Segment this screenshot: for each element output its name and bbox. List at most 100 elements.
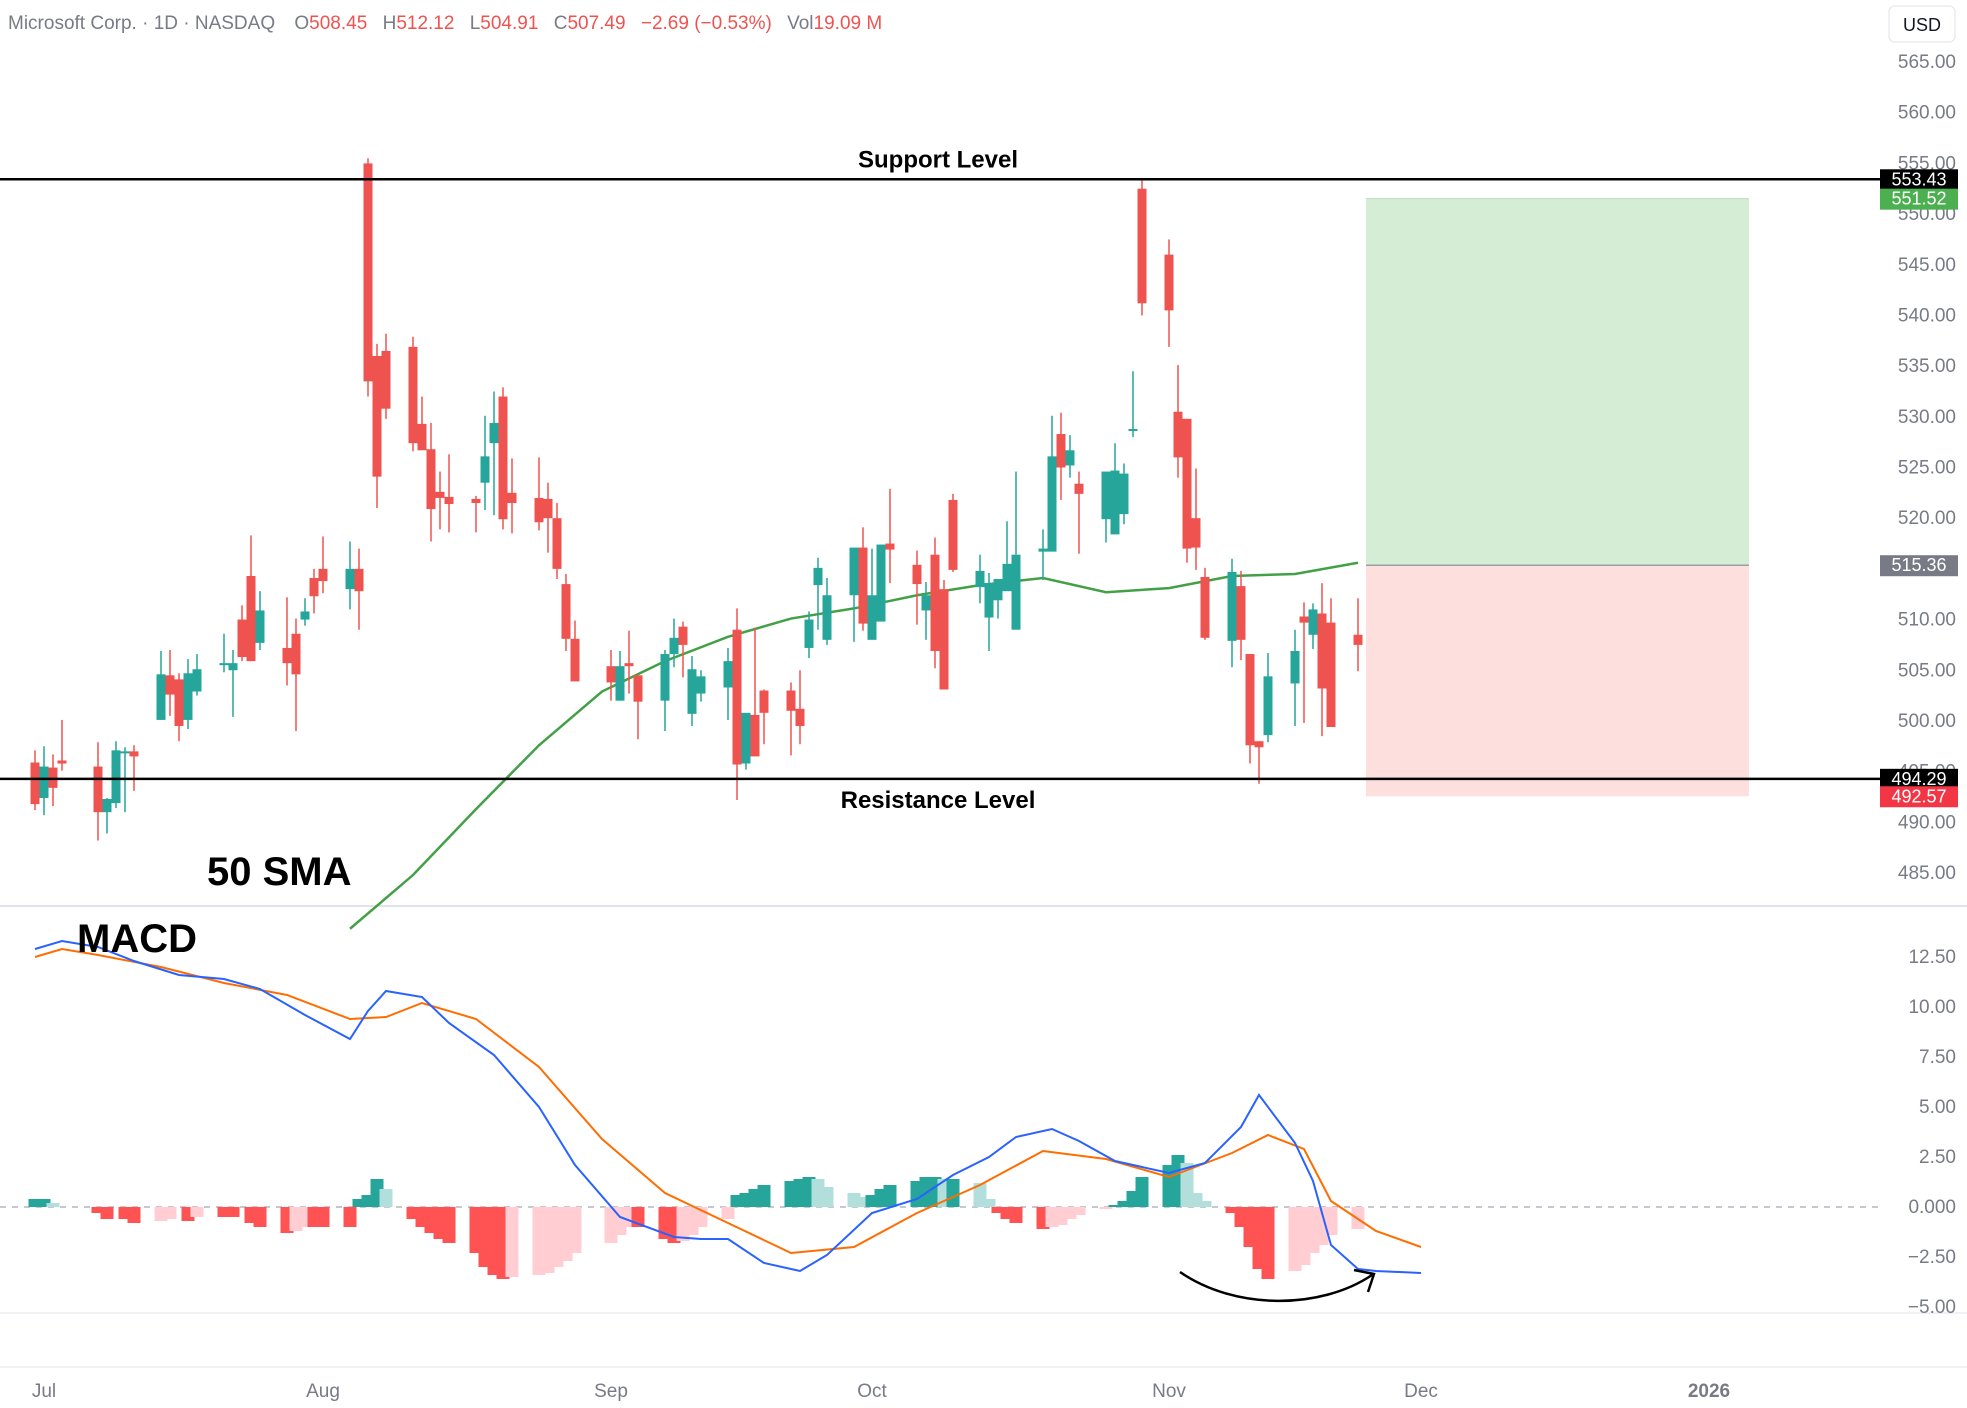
macd-axis[interactable]: 12.50 10.00 7.50 5.00 2.50 0.000 −2.50 −5.00 — [1908, 947, 1956, 1318]
candle-body — [165, 675, 175, 695]
candle-body — [237, 619, 247, 658]
macd-histogram-bar — [163, 1207, 177, 1219]
macd-histogram-bar — [217, 1207, 231, 1217]
candle-body — [633, 675, 643, 702]
candle-body — [669, 637, 679, 655]
macd-histogram-bar — [856, 1197, 870, 1207]
candle-body — [1254, 741, 1264, 748]
candle-body — [1290, 650, 1300, 684]
candles[interactable] — [30, 158, 1363, 841]
entry-price-tag: 515.36 — [1891, 555, 1946, 575]
candle-body — [786, 690, 796, 711]
price-tick-label: 510.00 — [1898, 610, 1956, 631]
candle-body — [129, 751, 139, 757]
candle-body — [1119, 473, 1129, 515]
candle-body — [1182, 418, 1192, 549]
macd-histogram-bar — [505, 1207, 519, 1277]
candle-body — [1101, 471, 1111, 520]
sma-annotation: 50 SMA — [207, 850, 352, 894]
macd-tick-label: 0.000 — [1908, 1197, 1956, 1218]
macd-histogram-bar — [316, 1207, 330, 1227]
position-zones[interactable] — [1366, 198, 1749, 797]
macd-tick-label: −2.50 — [1908, 1247, 1956, 1268]
price-tick-label: 500.00 — [1898, 711, 1956, 732]
candle-body — [471, 498, 481, 503]
candle-body — [363, 163, 373, 382]
price-tick-label: 490.00 — [1898, 812, 1956, 833]
macd-histogram-bar — [1324, 1207, 1338, 1235]
candle-body — [678, 626, 688, 645]
open-label: O — [294, 13, 309, 34]
candle-body — [804, 619, 814, 648]
candle-body — [219, 663, 229, 666]
rebound-arrow — [1179, 1270, 1373, 1303]
profit-zone — [1366, 198, 1749, 566]
candle-body — [318, 568, 328, 582]
candle-body — [291, 633, 301, 675]
candle-body — [309, 577, 319, 597]
macd-histogram-bar — [343, 1207, 357, 1227]
price-tick-label: 505.00 — [1898, 660, 1956, 681]
candle-body — [426, 449, 436, 510]
candle-body — [570, 638, 580, 682]
candle-body — [57, 760, 67, 764]
candle-body — [1317, 613, 1327, 689]
macd-tick-label: 5.00 — [1919, 1097, 1956, 1118]
macd-histogram-bar — [757, 1185, 771, 1207]
time-tick-label: Nov — [1152, 1381, 1186, 1402]
resistance-price-tag-bg — [1880, 768, 1958, 790]
volume-value: 19.09 M — [814, 13, 883, 34]
level-label: Resistance Level — [841, 787, 1036, 814]
macd-pane[interactable] — [0, 939, 1880, 1279]
macd-histogram-bar — [1009, 1207, 1023, 1223]
rebound-arrow-head — [1353, 1268, 1376, 1293]
candle-body — [921, 595, 931, 611]
low-value: 504.91 — [480, 13, 538, 34]
price-tick-label: 520.00 — [1898, 508, 1956, 529]
price-tick-label: 555.00 — [1898, 153, 1956, 174]
price-tick-label: 530.00 — [1898, 407, 1956, 428]
candle-body — [723, 661, 733, 688]
target-price-tag-bg — [1880, 188, 1958, 210]
loss-zone — [1366, 565, 1749, 797]
time-axis[interactable]: Jul Aug Sep Oct Nov Dec 2026 — [32, 1381, 1730, 1402]
macd-histogram-bar — [946, 1179, 960, 1207]
support-price-tag: 553.43 — [1891, 169, 1946, 189]
candle-body — [381, 350, 391, 409]
candle-body — [1110, 470, 1120, 535]
candle-body — [1191, 518, 1201, 548]
candle-body — [102, 798, 112, 813]
candle-body — [624, 663, 634, 667]
currency-label: USD — [1903, 15, 1941, 35]
high-label: H — [383, 13, 397, 34]
candle-body — [858, 547, 868, 624]
price-tick-label: 485.00 — [1898, 863, 1956, 884]
macd-tick-label: 10.00 — [1908, 997, 1956, 1018]
candle-body — [885, 543, 895, 550]
macd-histogram-bar — [1108, 1205, 1122, 1207]
candle-body — [1002, 563, 1012, 592]
candle-body — [993, 579, 1003, 601]
time-tick-label: Jul — [32, 1381, 56, 1402]
horizontal-levels[interactable]: Support Level Resistance Level — [0, 146, 1880, 814]
candle-body — [1173, 411, 1183, 458]
candle-body — [1128, 428, 1138, 431]
price-tick-label: 535.00 — [1898, 356, 1956, 377]
candle-body — [561, 584, 571, 639]
target-price-tag: 551.52 — [1891, 189, 1946, 209]
time-tick-label: Oct — [857, 1381, 887, 1402]
price-tick-label: 565.00 — [1898, 52, 1956, 73]
currency-button[interactable]: USD — [1888, 5, 1956, 43]
candle-body — [696, 676, 706, 694]
candle-body — [111, 750, 121, 804]
macd-histogram-bar — [820, 1187, 834, 1207]
macd-histogram-bar — [1099, 1207, 1113, 1209]
macd-histogram-bar — [1261, 1207, 1275, 1279]
macd-histogram-bar — [1072, 1207, 1086, 1215]
svg-text:Microsoft Corp. · 1D · NASDAQ: Microsoft Corp. · 1D · NASDAQ O508.45 H5… — [8, 13, 882, 34]
candle-body — [930, 554, 940, 651]
time-tick-label: Dec — [1404, 1381, 1438, 1402]
macd-histogram-bar — [37, 1199, 51, 1207]
